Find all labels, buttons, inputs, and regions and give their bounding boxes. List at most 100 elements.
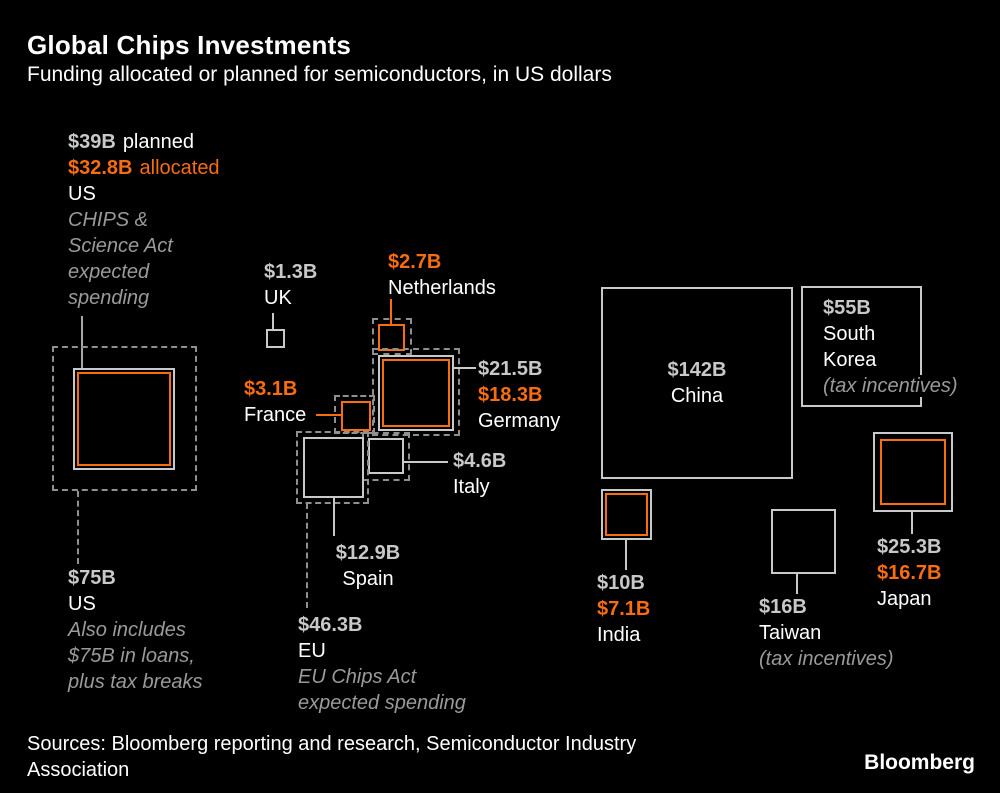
germany-planned-value: $21.5B xyxy=(478,358,543,380)
chart-subtitle: Funding allocated or planned for semicon… xyxy=(27,63,612,86)
spain-square xyxy=(303,437,364,498)
germany-planned-square xyxy=(378,355,454,431)
netherlands-value: $2.7B xyxy=(388,251,442,273)
netherlands-label: $2.7B Netherlands xyxy=(388,249,496,301)
germany-name: Germany xyxy=(478,410,561,432)
china-value: $142B xyxy=(667,359,727,381)
eu-note-line-2: expected spending xyxy=(298,692,466,714)
china-square: $142B China xyxy=(601,287,793,479)
us-total-dashed-connector xyxy=(77,491,79,564)
italy-connector-line xyxy=(404,461,448,463)
germany-connector-line xyxy=(454,367,476,369)
bloomberg-logo: Bloomberg xyxy=(864,751,975,774)
spain-value: $12.9B xyxy=(335,542,401,564)
france-eu-dashed-outline xyxy=(334,395,375,434)
south-korea-note: (tax incentives) xyxy=(823,375,961,397)
japan-connector-line xyxy=(911,512,913,534)
eu-note-line-1: EU Chips Act xyxy=(298,666,417,688)
japan-planned-value: $25.3B xyxy=(877,536,942,558)
eu-name: EU xyxy=(298,640,326,662)
us-total-dashed-square xyxy=(52,346,197,491)
us-note-line-1: CHIPS & xyxy=(68,209,149,231)
south-korea-value: $55B xyxy=(823,297,871,319)
taiwan-label: $16B Taiwan (tax incentives) xyxy=(759,594,894,672)
taiwan-note: (tax incentives) xyxy=(759,648,894,670)
france-connector-line xyxy=(316,414,341,416)
japan-label: $25.3B $16.7B Japan xyxy=(877,534,942,612)
us-additional-note-1: Also includes xyxy=(68,619,186,641)
us-planned-suffix: planned xyxy=(122,131,194,153)
japan-name: Japan xyxy=(877,588,932,610)
spain-name: Spain xyxy=(342,568,394,590)
japan-allocated-square xyxy=(880,439,946,505)
uk-value: $1.3B xyxy=(264,261,318,283)
germany-allocated-value: $18.3B xyxy=(478,384,543,406)
india-label: $10B $7.1B India xyxy=(597,570,650,648)
netherlands-square xyxy=(378,324,405,351)
japan-planned-square xyxy=(873,432,953,512)
france-label: $3.1B France xyxy=(244,376,306,428)
chart-title: Global Chips Investments xyxy=(27,30,352,60)
us-planned-line: $39B planned xyxy=(68,129,220,155)
france-value: $3.1B xyxy=(244,378,298,400)
taiwan-name: Taiwan xyxy=(759,622,822,644)
us-label: $39B planned $32.8B allocated US CHIPS & S… xyxy=(68,129,220,311)
india-allocated-value: $7.1B xyxy=(597,598,651,620)
us-note-line-4: spending xyxy=(68,287,150,309)
south-korea-name-line-2: Korea xyxy=(823,349,877,371)
india-connector-line xyxy=(625,540,627,570)
taiwan-square xyxy=(771,509,836,574)
sources-text: Sources: Bloomberg reporting and researc… xyxy=(27,731,636,783)
uk-name: UK xyxy=(264,287,292,309)
india-planned-square xyxy=(601,489,652,540)
france-name: France xyxy=(244,404,307,426)
south-korea-square xyxy=(801,286,922,407)
eu-dashed-connector xyxy=(306,503,308,608)
us-planned-value: $39B xyxy=(68,131,116,153)
japan-allocated-value: $16.7B xyxy=(877,562,942,584)
germany-eu-dashed-outline xyxy=(372,348,460,436)
germany-label: $21.5B $18.3B Germany xyxy=(478,356,560,434)
us-note-line-3: expected xyxy=(68,261,150,283)
us-additional-name: US xyxy=(68,593,96,615)
us-additional-note-2: $75B in loans, xyxy=(68,645,195,667)
us-connector-line xyxy=(81,316,83,369)
spain-label: $12.9B Spain xyxy=(330,540,406,592)
us-allocated-value: $32.8B xyxy=(68,157,133,179)
india-name: India xyxy=(597,624,641,646)
us-additional-note-3: plus tax breaks xyxy=(68,671,203,693)
italy-square xyxy=(368,438,404,474)
india-planned-value: $10B xyxy=(597,572,645,594)
eu-label: $46.3B EU EU Chips Act expected spending xyxy=(298,612,466,716)
uk-connector-line xyxy=(272,313,274,329)
us-note-line-2: Science Act xyxy=(68,235,173,257)
us-additional-label: $75B US Also includes $75B in loans, plu… xyxy=(68,565,203,695)
uk-square xyxy=(266,329,285,348)
us-allocated-square xyxy=(77,372,171,466)
south-korea-label: $55B South Korea (tax incentives) xyxy=(823,295,961,399)
china-label: $142B China xyxy=(668,357,727,409)
india-allocated-square xyxy=(605,493,648,536)
sources-line-2: Association xyxy=(27,759,130,781)
us-planned-square xyxy=(73,368,175,470)
eu-value: $46.3B xyxy=(298,614,363,636)
taiwan-connector-line xyxy=(796,574,798,594)
netherlands-name: Netherlands xyxy=(388,277,496,299)
italy-name: Italy xyxy=(453,476,490,498)
netherlands-eu-dashed-outline xyxy=(372,318,412,355)
sources-line-1: Sources: Bloomberg reporting and researc… xyxy=(27,733,637,755)
france-square xyxy=(341,401,371,431)
germany-allocated-square xyxy=(382,359,450,427)
china-name: China xyxy=(670,385,724,407)
netherlands-connector-line xyxy=(390,299,392,324)
us-additional-value: $75B xyxy=(68,567,116,589)
us-allocated-line: $32.8B allocated xyxy=(68,155,220,181)
south-korea-name-line-1: South xyxy=(823,323,876,345)
taiwan-value: $16B xyxy=(759,596,807,618)
us-allocated-suffix: allocated xyxy=(139,157,220,179)
spain-eu-dashed-outline xyxy=(296,431,369,504)
us-country-name: US xyxy=(68,183,96,205)
italy-value: $4.6B xyxy=(453,450,507,472)
uk-label: $1.3B UK xyxy=(264,259,317,311)
